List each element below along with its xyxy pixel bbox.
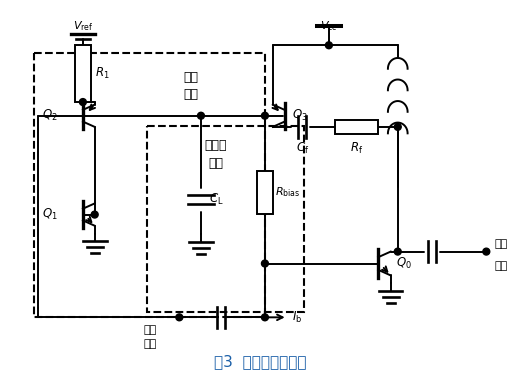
Circle shape: [483, 248, 490, 255]
Text: 图3  自适应偏置电路: 图3 自适应偏置电路: [214, 354, 306, 369]
Bar: [257, 170, 273, 214]
Text: $V_{\rm cc}$: $V_{\rm cc}$: [320, 19, 337, 33]
Text: $R_{\rm bias}$: $R_{\rm bias}$: [275, 185, 300, 199]
Bar: [335, 120, 378, 134]
Text: $Q_3$: $Q_3$: [292, 108, 308, 123]
Text: 输入: 输入: [143, 339, 157, 349]
Circle shape: [262, 260, 268, 267]
Text: 射频: 射频: [494, 239, 508, 249]
Text: $C_{\rm L}$: $C_{\rm L}$: [209, 192, 224, 207]
Text: 线性化: 线性化: [204, 139, 227, 152]
Bar: [75, 45, 91, 102]
Text: 输出: 输出: [494, 261, 508, 271]
Text: $R_1$: $R_1$: [95, 66, 109, 81]
Text: $Q_0$: $Q_0$: [396, 256, 411, 271]
Circle shape: [394, 248, 401, 255]
Text: 参考: 参考: [184, 71, 199, 84]
Circle shape: [198, 112, 204, 119]
Text: $Q_2$: $Q_2$: [42, 108, 57, 123]
Circle shape: [394, 124, 401, 130]
Circle shape: [326, 42, 332, 49]
Text: $V_{\rm ref}$: $V_{\rm ref}$: [73, 19, 93, 33]
Text: 支路: 支路: [184, 88, 199, 101]
Text: $Q_1$: $Q_1$: [42, 207, 57, 222]
Circle shape: [262, 314, 268, 321]
Text: 电路: 电路: [208, 157, 223, 170]
Text: 射频: 射频: [143, 325, 157, 335]
Circle shape: [262, 112, 268, 119]
Text: $C_{\rm f}$: $C_{\rm f}$: [296, 140, 309, 156]
Circle shape: [176, 314, 183, 321]
Circle shape: [80, 99, 86, 105]
Text: $I_{\rm b}$: $I_{\rm b}$: [292, 310, 303, 325]
Circle shape: [91, 211, 98, 218]
Text: $R_{\rm f}$: $R_{\rm f}$: [350, 140, 363, 156]
